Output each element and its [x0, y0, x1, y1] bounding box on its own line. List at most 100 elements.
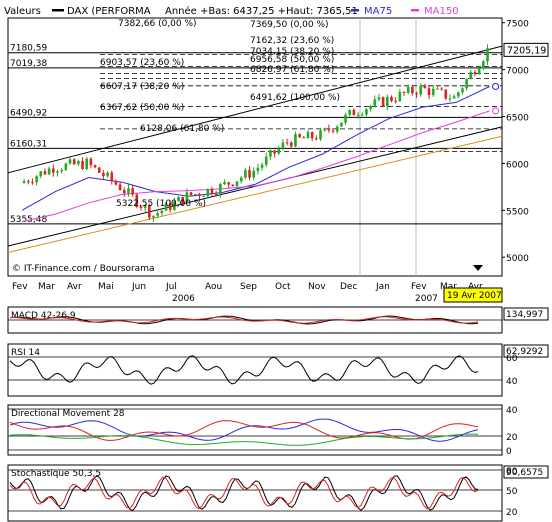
candle-body	[252, 170, 256, 178]
candle-body	[202, 195, 205, 197]
candle-body	[106, 172, 109, 177]
month-label: Aou	[205, 282, 222, 292]
candle-body	[231, 184, 235, 186]
candle-body	[72, 159, 76, 165]
header-label: Valeurs	[4, 6, 41, 17]
candle-body	[210, 188, 214, 194]
price-grid	[359, 18, 417, 276]
scroll-down-icon[interactable]	[473, 265, 483, 271]
fibonacci-label: 7382,66 (0,00 %)	[118, 19, 197, 29]
candle-body	[294, 134, 297, 147]
candle-body	[348, 109, 352, 115]
candle-body	[193, 194, 197, 196]
candle-body	[365, 109, 368, 115]
candle-body	[223, 182, 226, 184]
candle-body	[152, 215, 155, 218]
candle-body	[85, 158, 89, 170]
indicator-panel-frame	[7, 464, 503, 522]
dax-legend-swatch	[52, 9, 64, 12]
header-stats: Année +Bas: 6437,25 +Haut: 7365,51	[165, 5, 358, 17]
candle-body	[168, 203, 172, 210]
candle-body	[68, 159, 72, 164]
indicator-axis-label: 40	[506, 406, 518, 416]
upper-trend-line	[7, 45, 503, 174]
fibonacci-label: 6826,97 (61,80 %)	[250, 65, 334, 75]
candle-body	[31, 182, 34, 184]
fibonacci-label: 7034,15 (38,20 %)	[250, 47, 334, 57]
candle-body	[93, 165, 97, 168]
candle-body	[461, 88, 464, 93]
candle-body	[448, 98, 452, 100]
indicator-title: MACD 42-26,9	[11, 311, 76, 321]
candle-body	[315, 138, 318, 140]
candle-body	[323, 128, 326, 131]
indicator-panel-frame	[7, 404, 503, 456]
candle-body	[244, 169, 247, 178]
indicator-value-label: 62,9292	[506, 347, 543, 357]
candle-body	[469, 72, 473, 80]
candle-body	[77, 161, 80, 165]
month-label: Mai	[98, 282, 114, 292]
candle-body	[486, 48, 489, 62]
candle-body	[335, 126, 339, 132]
candle-body	[302, 137, 306, 139]
indicator-title: Stochastique 50,3,5	[11, 469, 101, 479]
candle-body	[306, 132, 310, 139]
rsi-line	[9, 355, 479, 385]
fibonacci-label: 6956,58 (50,00 %)	[250, 55, 334, 65]
price-axis-label: 5500	[506, 207, 529, 217]
ma150-end-marker	[492, 107, 500, 115]
indicator-value-label: 134,997	[506, 310, 543, 320]
candle-body	[81, 161, 84, 170]
candle-body	[118, 184, 122, 191]
indicator-axis-label: 50	[506, 487, 518, 497]
candle-body	[444, 89, 448, 99]
indicator-axis-label: 20	[506, 508, 518, 518]
candle-body	[56, 171, 59, 173]
year-label: 2007	[415, 294, 438, 304]
candle-body	[398, 91, 402, 101]
candle-body	[264, 156, 268, 165]
candle-body	[390, 96, 393, 101]
indicator-value-box	[503, 344, 549, 358]
month-label: Dec	[340, 282, 357, 292]
candle-body	[465, 79, 468, 89]
candle-body	[327, 128, 331, 131]
ma150-legend-swatch	[411, 9, 419, 12]
candle-body	[214, 193, 218, 195]
ma150-legend-label: MA150	[424, 6, 459, 17]
candle-body	[160, 210, 164, 214]
candle-body	[352, 109, 356, 116]
candle-body	[369, 105, 372, 110]
candle-body	[185, 192, 189, 204]
moving-averages	[21, 82, 500, 223]
candle-body	[277, 148, 281, 154]
candle-body	[386, 96, 389, 107]
price-axis-label: 7500	[506, 20, 529, 30]
ma-trend-line	[7, 135, 503, 254]
price-labels: 7382,66 (0,00 %) 7369,50 (0,00 %) 7162,32 …	[100, 19, 340, 209]
time-axis: Fev Mar Avr Mai Jun Jul Aou Sep Oct Nov Dec Jan Fev M…	[12, 282, 503, 304]
candle-body	[189, 192, 193, 196]
candle-body	[482, 61, 485, 69]
ma75-end-marker	[492, 82, 500, 90]
candle-body	[256, 167, 260, 171]
fibonacci-label: 6607,17 (38,20 %)	[100, 82, 184, 92]
indicator-axis-label: 0	[506, 447, 512, 457]
support-level-label: 7019,38	[10, 59, 47, 69]
month-label: Fev	[12, 282, 28, 292]
candle-body	[356, 114, 360, 116]
candle-body	[452, 96, 456, 99]
candle-body	[97, 167, 101, 173]
candle-body	[239, 177, 243, 182]
candle-body	[235, 181, 239, 186]
candle-body	[423, 85, 427, 89]
candle-body	[360, 114, 364, 116]
adx-line	[9, 433, 479, 446]
chart-header: Valeurs DAX (PERFORMA Année +Bas: 6437,2…	[4, 5, 459, 17]
candle-body	[206, 188, 210, 196]
candle-body	[436, 88, 439, 90]
candle-body	[419, 85, 423, 95]
candle-body	[35, 176, 38, 183]
